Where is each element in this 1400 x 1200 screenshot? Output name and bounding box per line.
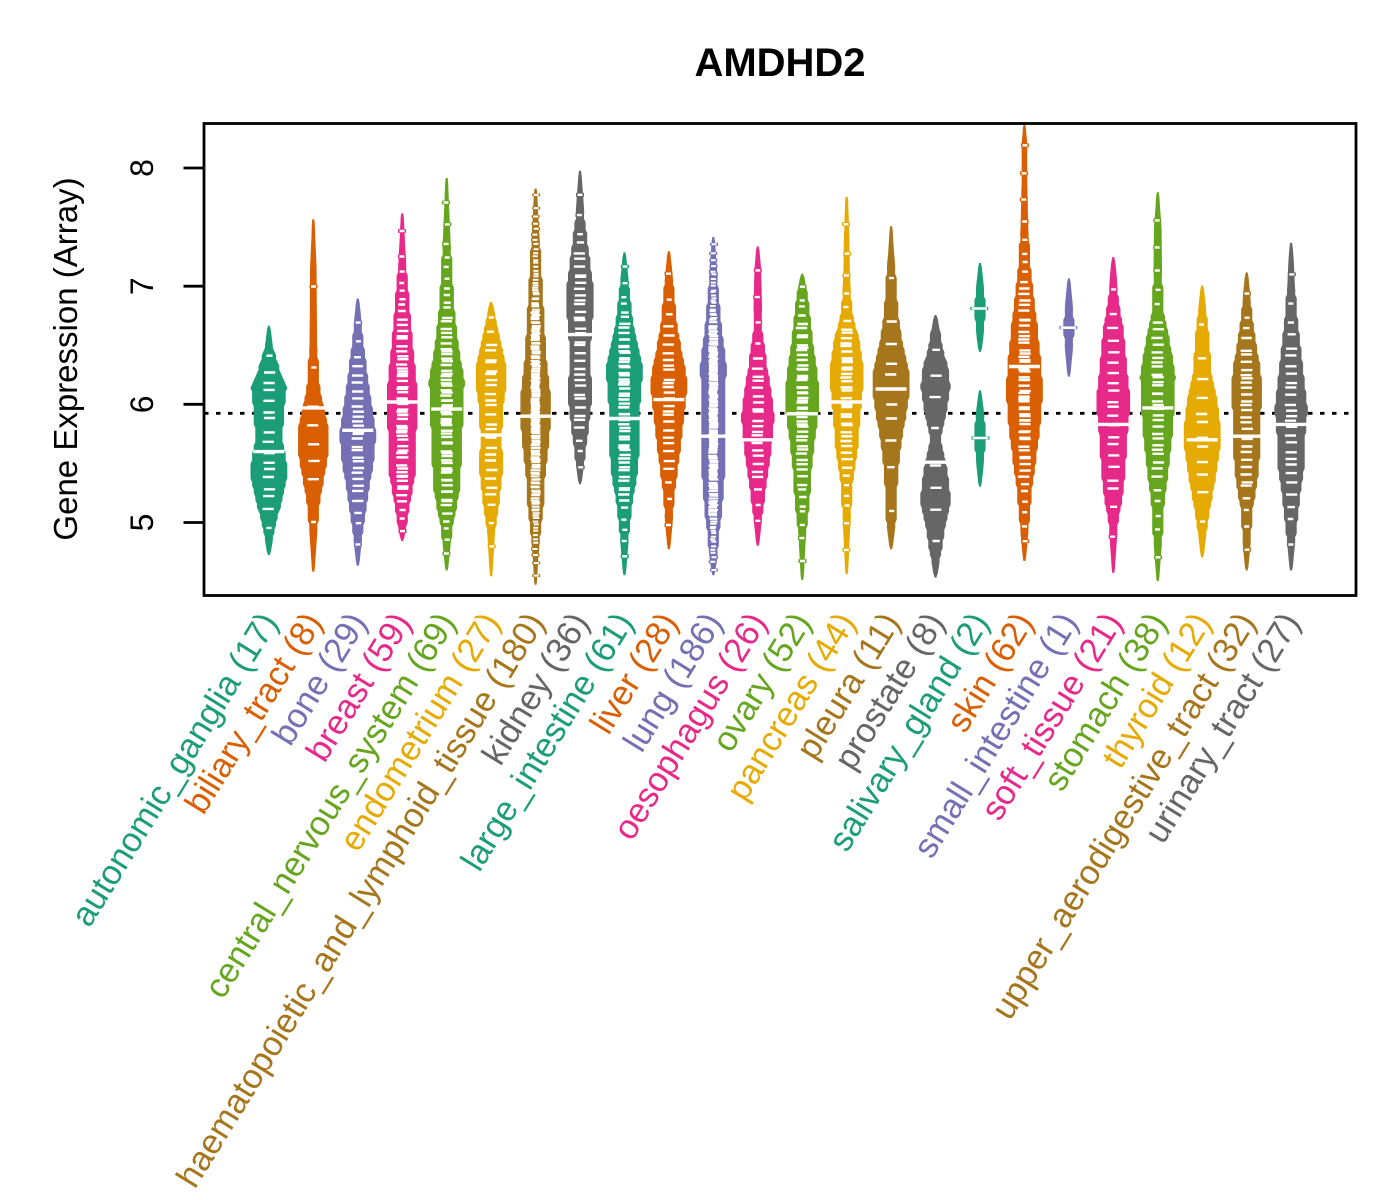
- svg-text:AMDHD2: AMDHD2: [694, 41, 865, 85]
- svg-text:8: 8: [124, 159, 160, 177]
- svg-text:5: 5: [124, 514, 160, 532]
- svg-text:7: 7: [124, 277, 160, 295]
- svg-text:6: 6: [124, 395, 160, 413]
- svg-text:Gene Expression (Array): Gene Expression (Array): [47, 177, 84, 540]
